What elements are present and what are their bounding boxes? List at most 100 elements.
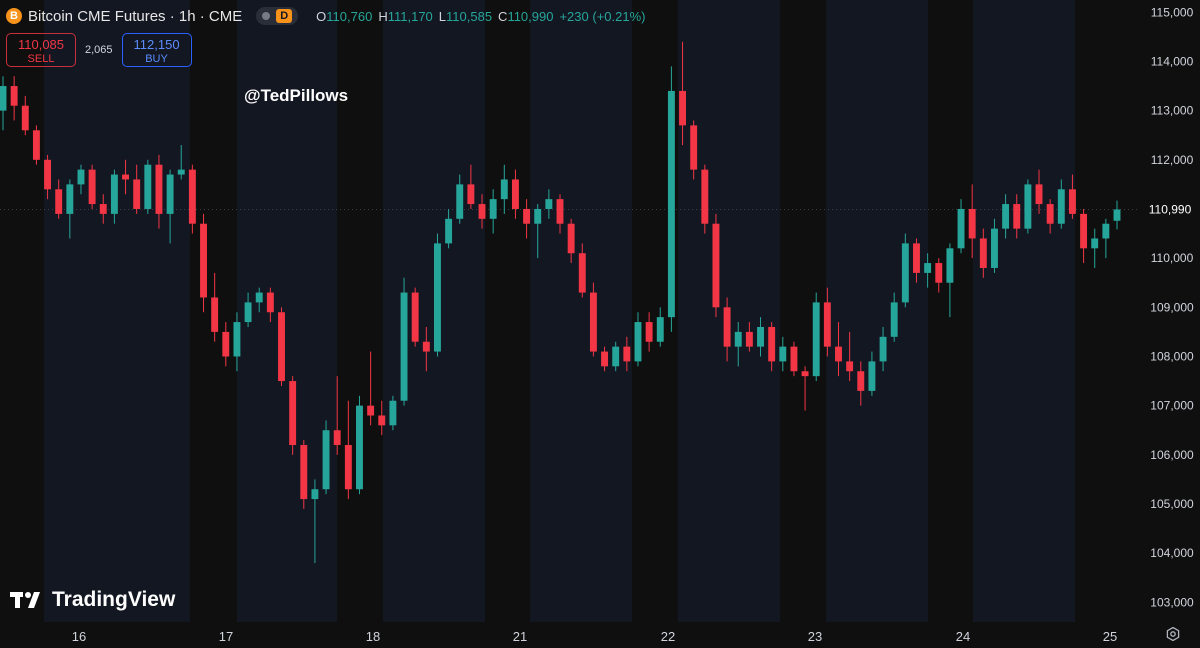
candle-body [133,179,141,209]
candle-body [1002,204,1010,229]
candle [979,228,987,278]
last-price-tag [1141,200,1199,219]
candle [623,336,631,372]
x-tick-label: 16 [72,629,86,644]
sell-price: 110,085 [17,37,65,52]
candle-body [177,169,185,175]
x-tick-label: 21 [513,629,527,644]
candle [556,194,564,234]
candle [467,164,475,209]
candle [545,189,553,219]
candle [233,312,241,372]
candle-body [612,346,620,367]
candle [1013,194,1021,239]
candle-body [66,184,74,214]
y-tick-label: 108,000 [1150,349,1194,363]
candle-body [411,292,419,342]
candle [1068,174,1076,219]
candle [500,164,508,214]
candle-body [300,444,308,500]
trade-panel: 110,085 SELL 2,065 112,150 BUY [6,33,192,67]
chart-header: B Bitcoin CME Futures · 1h · CME D O110,… [6,5,645,27]
y-tick-label: 110,000 [1151,251,1194,265]
candle-body [255,292,263,303]
candle-body [712,223,720,308]
candle-body [211,297,219,332]
candle [188,164,196,234]
candle-body [901,243,909,303]
candle [901,233,909,308]
candle-body [1024,184,1032,229]
candle-body [21,105,29,131]
candle-body [534,208,542,224]
candle-body [356,405,363,490]
buy-button[interactable]: 112,150 BUY [121,33,192,67]
candle [367,351,375,426]
x-tick-label: 22 [661,629,675,644]
market-status-toggle[interactable]: D [256,7,299,25]
candle [768,322,776,372]
candle [656,307,664,347]
candle [779,336,787,372]
tradingview-logo[interactable]: TradingView [10,588,175,612]
candle-body [467,184,475,205]
y-tick-label: 106,000 [1150,448,1194,462]
candle [846,331,854,382]
candle-body [745,331,753,347]
y-tick-label: 113,000 [1151,104,1194,118]
candle [311,479,319,563]
x-tick-label: 18 [366,629,380,644]
candle [511,169,519,219]
candle-body [278,312,285,382]
candle-body [155,164,163,214]
candle-body [32,130,40,160]
candle [55,179,63,219]
bitcoin-icon: B [6,8,22,24]
candle [166,169,174,244]
candle-body [601,351,609,367]
x-tick-label: 24 [956,629,970,644]
candle [712,213,720,318]
x-tick-label: 23 [808,629,822,644]
candle-body [768,326,776,362]
sell-label: SELL [27,53,55,65]
candle [478,194,486,229]
candle [389,395,397,431]
x-tick-label: 17 [219,629,233,644]
candle [645,312,653,352]
candle-body [823,302,831,347]
candle [913,238,920,283]
candle-body [489,199,497,219]
settings-gear-icon[interactable] [1166,627,1180,641]
candle-body [857,371,865,391]
candle-body [545,199,553,209]
sell-button[interactable]: 110,085 SELL [6,33,76,67]
candle-body [879,336,887,362]
candle-body [556,199,564,224]
status-dot-icon [262,12,271,20]
candle [868,351,876,396]
candle-body [322,430,330,490]
candle-body [233,322,241,357]
candle [110,169,118,224]
candle-body [511,179,519,209]
candle [734,322,742,367]
x-tick-label: 25 [1103,629,1117,644]
candle [155,154,163,229]
candle [1113,200,1121,230]
candle-body [679,90,686,126]
candle [200,213,207,313]
candle [757,317,764,357]
symbol-title[interactable]: Bitcoin CME Futures · 1h · CME [28,7,243,25]
candle-body [835,346,842,362]
author-watermark: @TedPillows [244,86,349,105]
candle [344,400,352,500]
candle-body [1057,189,1065,224]
last-price-label: 110,990 [1149,202,1192,216]
candle [177,145,185,180]
candle [968,184,976,259]
candle [445,208,453,249]
candle-body [667,90,675,318]
candle-body [188,169,196,224]
